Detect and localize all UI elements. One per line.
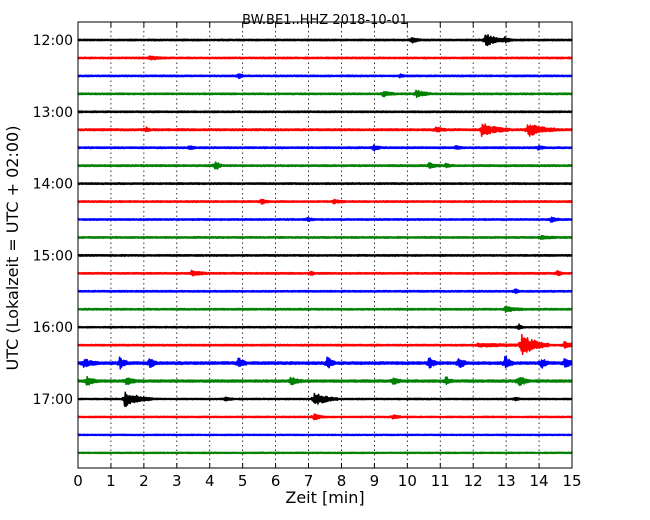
- trace-group: [77, 34, 573, 455]
- x-tick-label: 8: [337, 472, 347, 490]
- x-tick-label: 9: [370, 472, 380, 490]
- x-tick-label: 10: [398, 472, 417, 490]
- chart-title: BW.BE1..HHZ 2018-10-01: [242, 13, 408, 28]
- trace-1600: [77, 323, 573, 331]
- trace-1715: [77, 413, 573, 421]
- y-tick-label: 16:00: [33, 320, 73, 336]
- trace-1300: [77, 110, 573, 114]
- y-tick-label: 15:00: [33, 248, 73, 264]
- y-axis-label: UTC (Lokalzeit = UTC + 02:00): [3, 126, 22, 371]
- trace-1645: [77, 375, 573, 387]
- x-tick-label: 7: [304, 472, 314, 490]
- x-tick-label: 12: [464, 472, 483, 490]
- x-tick-label: 3: [172, 472, 182, 490]
- x-tick-label: 13: [497, 472, 516, 490]
- x-axis: 0 1 2 3 4 5 6 7 8 9 10 11 12 13 14 15: [73, 22, 582, 490]
- y-tick-label: 17:00: [33, 392, 73, 408]
- trace-1445: [77, 234, 573, 241]
- x-tick-label: 1: [106, 472, 116, 490]
- x-tick-label: 6: [271, 472, 281, 490]
- y-tick-label: 14:00: [33, 177, 73, 193]
- x-tick-label: 14: [530, 472, 549, 490]
- trace-1500: [77, 253, 573, 257]
- trace-1530: [77, 288, 573, 294]
- trace-1745: [77, 451, 573, 455]
- x-tick-label: 4: [205, 472, 215, 490]
- trace-1700: [77, 391, 573, 408]
- y-tick-label: 13:00: [33, 105, 73, 121]
- x-tick-label: 0: [73, 472, 83, 490]
- trace-1215: [77, 55, 573, 61]
- trace-1415: [77, 198, 573, 205]
- trace-1315: [77, 123, 573, 137]
- trace-1230: [77, 73, 573, 80]
- x-tick-label: 5: [238, 472, 248, 490]
- trace-1345: [77, 161, 573, 170]
- y-tick-label: 12:00: [33, 33, 73, 49]
- trace-1515: [77, 269, 573, 277]
- plot-frame: [77, 21, 573, 469]
- trace-1400: [77, 182, 573, 186]
- trace-1615: [77, 333, 573, 356]
- x-axis-label: Zeit [min]: [285, 488, 364, 507]
- trace-1245: [77, 89, 573, 99]
- y-axis: 12:00 13:00 14:00 15:00 16:00 17:00: [33, 33, 572, 408]
- x-tick-label: 11: [431, 472, 450, 490]
- trace-1430: [77, 216, 573, 223]
- trace-1630: [77, 355, 573, 370]
- trace-1200: [77, 34, 573, 47]
- trace-1330: [77, 144, 573, 152]
- trace-1545: [77, 305, 573, 314]
- x-tick-label: 2: [139, 472, 149, 490]
- x-tick-label: 15: [562, 472, 581, 490]
- trace-1730: [77, 433, 573, 437]
